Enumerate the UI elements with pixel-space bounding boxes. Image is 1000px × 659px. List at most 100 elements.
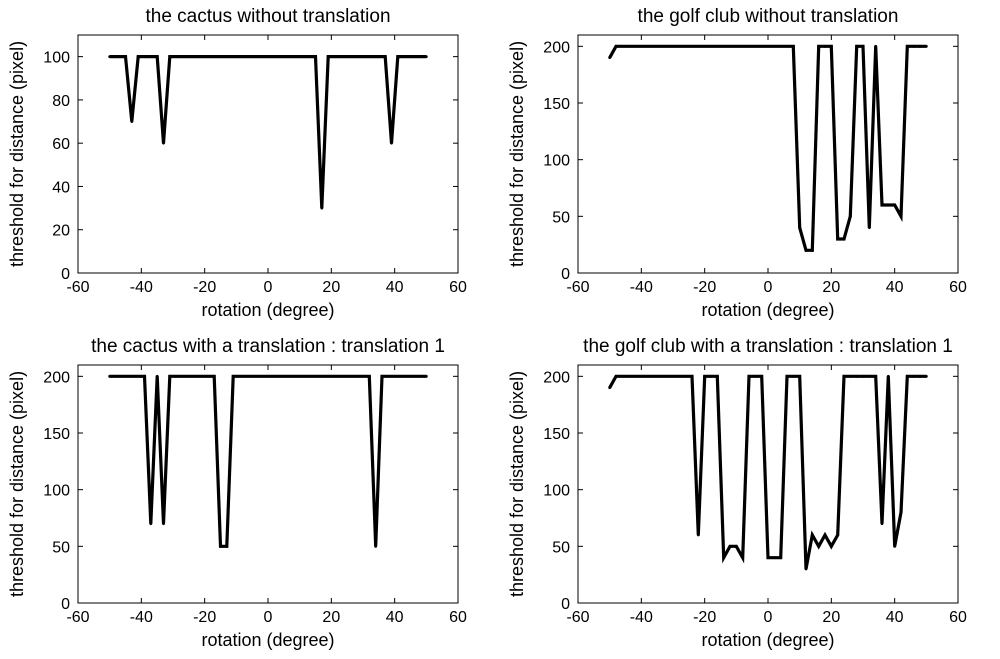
data-point xyxy=(149,55,153,59)
x-tick-label: -60 xyxy=(566,279,589,296)
data-point xyxy=(785,374,789,378)
data-point xyxy=(766,556,770,560)
data-point xyxy=(924,44,928,48)
y-axis-label: threshold for distance (pixel) xyxy=(507,371,527,597)
chart-title: the golf club without translation xyxy=(638,6,899,27)
data-point xyxy=(130,120,134,123)
x-tick-label: 40 xyxy=(386,279,404,296)
x-tick-label: 0 xyxy=(764,609,773,626)
y-tick-label: 40 xyxy=(52,179,70,196)
data-point xyxy=(155,374,159,378)
data-point xyxy=(829,44,833,48)
x-axis-label: rotation (degree) xyxy=(201,300,334,320)
series-points xyxy=(608,374,928,571)
data-point xyxy=(108,55,112,59)
x-tick-label: -60 xyxy=(66,279,89,296)
data-point xyxy=(124,55,127,59)
data-point xyxy=(149,522,153,526)
y-tick-label: 20 xyxy=(52,223,70,240)
plot-area xyxy=(577,34,959,274)
y-axis-label: threshold for distance (pixel) xyxy=(507,41,527,267)
x-tick-label: -40 xyxy=(630,609,653,626)
y-tick-label: 100 xyxy=(543,153,570,170)
plot-area xyxy=(77,364,459,604)
data-point xyxy=(855,374,859,378)
data-point xyxy=(143,374,146,378)
y-tick-label: 50 xyxy=(52,539,70,556)
data-point xyxy=(880,203,884,207)
x-tick-label: -40 xyxy=(630,279,653,296)
data-point xyxy=(893,203,897,207)
chart-title: the cactus without translation xyxy=(145,6,390,27)
y-tick-label: 100 xyxy=(43,483,70,500)
x-tick-label: 20 xyxy=(322,609,340,626)
data-point xyxy=(861,374,865,378)
y-tick-label: 150 xyxy=(43,426,70,443)
x-tick-label: -60 xyxy=(66,609,89,626)
chart-panel-cactus-translation: the cactus with a translation : translat… xyxy=(0,330,500,659)
data-point xyxy=(690,374,694,378)
x-tick-label: 60 xyxy=(449,279,467,296)
data-point xyxy=(162,522,165,526)
x-axis-label: rotation (degree) xyxy=(701,300,834,320)
x-tick-label: -20 xyxy=(693,609,716,626)
data-point xyxy=(608,386,612,390)
data-point xyxy=(899,214,903,218)
y-tick-label: 0 xyxy=(561,596,570,613)
data-point xyxy=(905,374,909,378)
data-point xyxy=(709,374,713,378)
y-axis-label: threshold for distance (pixel) xyxy=(7,371,27,597)
x-tick-label: 20 xyxy=(322,279,340,296)
data-point xyxy=(823,533,827,537)
data-point xyxy=(396,55,400,59)
data-point xyxy=(779,556,783,560)
x-axis-label: rotation (degree) xyxy=(701,630,834,650)
data-point xyxy=(741,556,745,560)
series-line-threshold xyxy=(109,374,427,548)
y-tick-label: 150 xyxy=(543,96,570,113)
x-tick-label: -40 xyxy=(130,279,153,296)
data-point xyxy=(823,44,827,48)
data-point xyxy=(614,44,618,48)
x-tick-label: 40 xyxy=(886,279,904,296)
data-point xyxy=(155,55,159,59)
x-tick-label: 20 xyxy=(822,609,840,626)
x-tick-label: 0 xyxy=(264,279,273,296)
data-point xyxy=(212,374,216,378)
data-point xyxy=(383,55,387,59)
series-points xyxy=(108,55,428,210)
y-tick-label: 0 xyxy=(561,266,570,283)
data-point xyxy=(390,141,393,145)
data-point xyxy=(798,226,802,230)
data-point xyxy=(893,544,897,548)
data-point xyxy=(905,44,909,48)
data-point xyxy=(168,374,172,378)
data-point xyxy=(703,374,707,378)
chart-panel-cactus-no-translation: the cactus without translation -60 -40 -20 0… xyxy=(0,0,500,329)
data-point xyxy=(918,374,922,378)
data-point xyxy=(320,206,324,210)
x-tick-label: 60 xyxy=(449,609,467,626)
data-point xyxy=(424,374,428,378)
x-tick-label: 60 xyxy=(949,279,967,296)
x-tick-label: -20 xyxy=(693,279,716,296)
x-tick-label: -60 xyxy=(566,609,589,626)
data-point xyxy=(798,374,802,378)
y-tick-label: 100 xyxy=(543,483,570,500)
y-tick-label: 0 xyxy=(61,266,70,283)
data-point xyxy=(772,556,776,560)
data-point xyxy=(380,374,384,378)
chart-panel-golf-translation: the golf club with a translation : trans… xyxy=(500,330,1000,659)
data-point xyxy=(886,203,890,207)
y-tick-label: 50 xyxy=(552,539,570,556)
data-point xyxy=(810,248,814,252)
y-tick-label: 60 xyxy=(52,136,70,153)
series-line-threshold xyxy=(608,374,927,570)
x-tick-label: 60 xyxy=(949,609,967,626)
y-tick-label: 50 xyxy=(552,209,570,226)
x-tick-label: 40 xyxy=(386,609,404,626)
data-point xyxy=(817,544,821,548)
x-tick-label: 20 xyxy=(822,279,840,296)
data-point xyxy=(886,374,890,378)
chart-golf-translation: the golf club with a translation : trans… xyxy=(507,336,967,650)
